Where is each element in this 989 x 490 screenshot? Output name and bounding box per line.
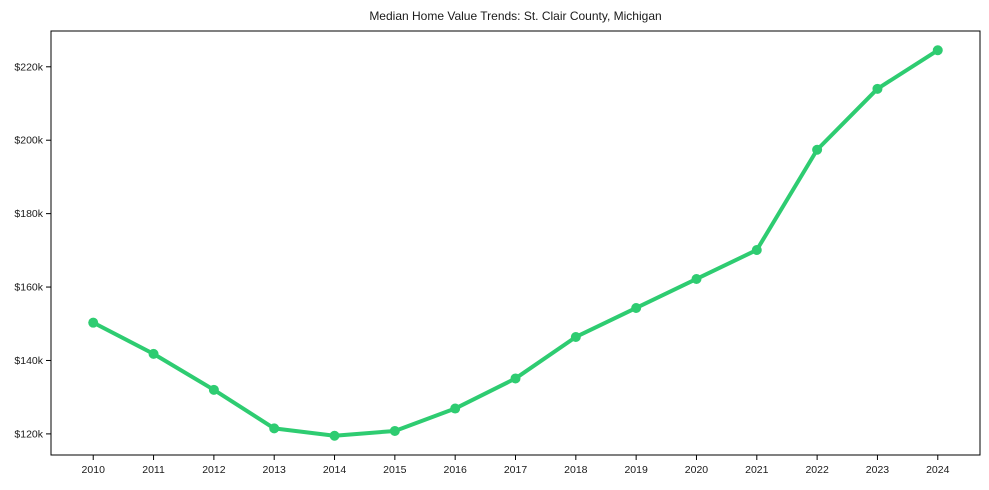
data-point-2016: [450, 403, 461, 414]
data-point-2024: [932, 45, 943, 56]
data-point-2011: [148, 348, 159, 359]
y-axis-tick-label: $160k: [14, 282, 43, 294]
chart-title: Median Home Value Trends: St. Clair Coun…: [369, 9, 661, 23]
plot-area: $120k $140k $160k $180k $200k $220k 2010 2011 20…: [14, 30, 981, 476]
x-axis-tick-label: 2012: [202, 464, 226, 476]
x-axis-tick-label: 2011: [142, 464, 165, 476]
x-axis-tick-label: 2021: [745, 464, 769, 476]
y-axis-tick-label: $180k: [14, 208, 43, 220]
x-axis-tick-label: 2014: [323, 464, 347, 476]
x-axis-tick-label: 2017: [504, 464, 528, 476]
x-axis-tick-label: 2023: [866, 464, 890, 476]
y-axis-tick-label: $120k: [14, 428, 43, 440]
data-point-2020: [691, 273, 702, 284]
x-axis-tick-label: 2019: [624, 464, 648, 476]
x-axis-tick-label: 2022: [805, 464, 829, 476]
data-point-2015: [389, 425, 400, 436]
data-point-2022: [812, 144, 823, 155]
x-axis-tick-label: 2010: [82, 464, 106, 476]
x-axis-tick-label: 2013: [263, 464, 287, 476]
y-axis-tick-label: $220k: [14, 61, 43, 73]
data-point-2023: [872, 83, 883, 94]
y-axis-tick-label: $200k: [14, 135, 43, 147]
plot-border: [50, 30, 981, 456]
data-point-2018: [570, 331, 581, 342]
data-point-2012: [208, 384, 219, 395]
data-point-2014: [329, 430, 340, 441]
x-axis-tick-label: 2020: [685, 464, 709, 476]
data-point-2017: [510, 373, 521, 384]
x-axis-tick-label: 2018: [564, 464, 588, 476]
x-axis-tick-label: 2015: [383, 464, 407, 476]
y-axis-tick-label: $140k: [14, 355, 43, 367]
x-axis-tick-label: 2024: [926, 464, 950, 476]
data-point-2019: [631, 302, 642, 313]
data-point-2010: [88, 317, 99, 328]
data-point-2021: [751, 244, 762, 255]
data-point-2013: [269, 423, 280, 434]
x-axis-tick-label: 2016: [443, 464, 467, 476]
